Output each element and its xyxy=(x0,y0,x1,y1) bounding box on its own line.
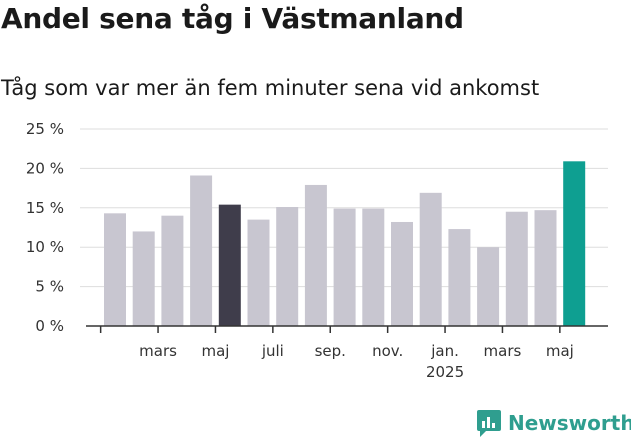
x-tick-label: mars xyxy=(139,342,177,360)
bar xyxy=(104,213,126,326)
x-tick-label: maj xyxy=(546,342,574,360)
y-tick-label: 5 % xyxy=(35,278,64,296)
bar xyxy=(448,229,471,326)
x-tick-label: maj xyxy=(201,342,229,360)
x-tick-label: mars xyxy=(484,342,522,360)
x-axis xyxy=(86,325,608,333)
brand-logo: Newsworthy xyxy=(476,408,631,438)
bar xyxy=(190,175,213,326)
bar xyxy=(247,219,270,326)
bar xyxy=(218,204,241,326)
bar xyxy=(362,208,385,326)
chart-title: Andel sena tåg i Västmanland xyxy=(1,2,464,35)
brand-name: Newsworthy xyxy=(508,411,631,435)
bar xyxy=(505,211,528,326)
x-tick-label: jan. xyxy=(430,342,459,360)
y-tick-label: 25 % xyxy=(26,120,64,138)
bar xyxy=(419,192,442,326)
y-tick-label: 10 % xyxy=(26,238,64,256)
bars xyxy=(104,161,586,326)
bar xyxy=(534,210,557,326)
bar xyxy=(477,247,500,326)
x-tick-label: sep. xyxy=(315,342,346,360)
x-axis-ticks: mars maj juli sep. nov. jan. 2025 mars maj xyxy=(139,342,574,381)
y-axis-ticks: 0 % 5 % 10 % 15 % 20 % 25 % xyxy=(26,120,64,335)
bar xyxy=(563,161,586,326)
bar xyxy=(333,208,356,326)
newsworthy-logo-icon xyxy=(477,410,501,437)
x-tick-label: juli xyxy=(261,342,284,360)
x-tick-label: nov. xyxy=(372,342,403,360)
y-tick-label: 15 % xyxy=(26,199,64,217)
bar xyxy=(276,207,299,326)
chart-subtitle: Tåg som var mer än fem minuter sena vid … xyxy=(1,76,540,100)
bar xyxy=(161,215,184,326)
bar xyxy=(304,184,327,326)
x-tick-year-label: 2025 xyxy=(426,363,464,381)
bar xyxy=(391,221,413,326)
y-tick-label: 20 % xyxy=(26,159,64,177)
y-tick-label: 0 % xyxy=(35,317,64,335)
bar xyxy=(132,231,155,326)
